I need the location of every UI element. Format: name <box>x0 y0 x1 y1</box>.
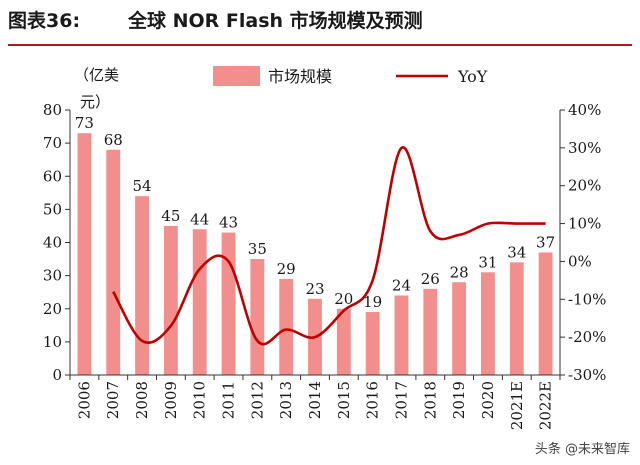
yoy-line <box>112 146 546 346</box>
bar-value-label: 35 <box>248 240 267 258</box>
bar-value-label: 43 <box>219 214 238 232</box>
figure-number: 图表36: <box>8 10 81 32</box>
y-tick-label-left: 80 <box>43 101 62 119</box>
bar-value-label: 44 <box>190 210 209 228</box>
bar-value-label: 19 <box>363 293 382 311</box>
y-tick-label-right: 30% <box>568 139 601 157</box>
x-tick-label: 2014 <box>306 381 324 419</box>
x-tick-label: 2019 <box>450 381 468 419</box>
y-tick-label-left: 50 <box>43 200 62 218</box>
bar-2021E <box>509 262 524 375</box>
bar-2010 <box>192 229 207 375</box>
x-tick-label: 2018 <box>421 381 439 419</box>
bar-2016 <box>365 312 380 375</box>
bar-value-label: 28 <box>450 263 469 281</box>
bar-value-label: 34 <box>507 243 526 261</box>
y-axis-label-continued: 元） <box>80 93 110 111</box>
y-tick-label-left: 70 <box>43 134 62 152</box>
bar-2008 <box>135 196 149 375</box>
bar-2011 <box>221 232 236 375</box>
data-labels-layer: 73 68 54 45 44 43 35 29 23 20 19 24 26 28 31 34 37 <box>75 114 555 311</box>
bar-2022E <box>538 252 553 375</box>
yoy-line-layer <box>112 146 546 346</box>
y-tick-label-left: 10 <box>43 333 62 351</box>
x-tick-label: 2016 <box>364 381 382 419</box>
x-tick-label: 2020 <box>479 381 497 419</box>
x-tick-label: 2021E <box>508 381 526 430</box>
x-tick-label: 2022E <box>537 381 555 430</box>
x-tick-label: 2008 <box>133 381 151 419</box>
bar-value-label: 23 <box>305 280 324 298</box>
y-axis-label: （亿美 <box>74 66 119 84</box>
bar-2009 <box>163 225 178 375</box>
axes-layer: 0 10 20 30 40 50 60 70 80 -30% -20% -10% 0% 10% 20% 30%… <box>43 66 607 430</box>
figure-title: 全球 NOR Flash 市场规模及预测 <box>128 10 423 32</box>
y-tick-label-right: 20% <box>568 177 601 195</box>
bar-value-label: 37 <box>536 233 555 251</box>
x-tick-label: 2010 <box>191 381 209 419</box>
x-tick-label: 2012 <box>248 381 266 419</box>
y-tick-label-right: 10% <box>568 215 601 233</box>
watermark: 头条 @未来智库 <box>534 442 630 457</box>
y-tick-label-right: -10% <box>568 290 606 308</box>
bar-2012 <box>250 259 265 375</box>
y-tick-label-left: 0 <box>52 366 62 384</box>
bar-value-label: 54 <box>133 177 152 195</box>
x-tick-label: 2015 <box>335 381 353 419</box>
legend-label-line: YoY <box>457 67 488 86</box>
x-tick-label: 2017 <box>392 381 410 419</box>
bar-2006 <box>77 133 92 375</box>
title-rule <box>8 44 632 46</box>
legend-swatch-bar <box>213 66 260 86</box>
legend-label-bar: 市场规模 <box>268 67 332 86</box>
x-tick-label: 2006 <box>75 381 93 419</box>
y-tick-label-left: 40 <box>43 234 62 252</box>
bar-value-label: 45 <box>161 207 180 225</box>
x-tick-label: 2009 <box>162 381 180 419</box>
legend: 市场规模 YoY <box>213 66 488 86</box>
y-tick-label-right: 40% <box>568 101 601 119</box>
y-tick-label-left: 20 <box>43 300 62 318</box>
x-tick-label: 2011 <box>220 381 238 419</box>
bar-value-label: 68 <box>104 131 123 149</box>
bar-2018 <box>423 288 438 375</box>
y-tick-label-right: -20% <box>568 328 606 346</box>
bar-2015 <box>336 308 351 375</box>
y-tick-label-right: 0% <box>568 252 592 270</box>
bar-value-label: 29 <box>277 260 296 278</box>
x-tick-label: 2007 <box>104 381 122 419</box>
bar-2019 <box>452 282 467 375</box>
x-tick-label: 2013 <box>277 381 295 419</box>
y-tick-label-right: -30% <box>568 366 606 384</box>
bar-value-label: 20 <box>334 290 353 308</box>
bar-2017 <box>394 295 409 375</box>
bar-value-label: 73 <box>75 114 94 132</box>
bar-value-label: 24 <box>392 277 411 295</box>
bar-2013 <box>279 278 294 375</box>
y-tick-label-left: 30 <box>43 267 62 285</box>
bar-2020 <box>481 272 495 375</box>
bar-value-label: 26 <box>421 270 440 288</box>
bar-2007 <box>106 149 121 375</box>
y-tick-label-left: 60 <box>43 167 62 185</box>
bar-value-label: 31 <box>478 253 497 271</box>
chart-title: 图表36: 全球 NOR Flash 市场规模及预测 <box>8 2 423 40</box>
